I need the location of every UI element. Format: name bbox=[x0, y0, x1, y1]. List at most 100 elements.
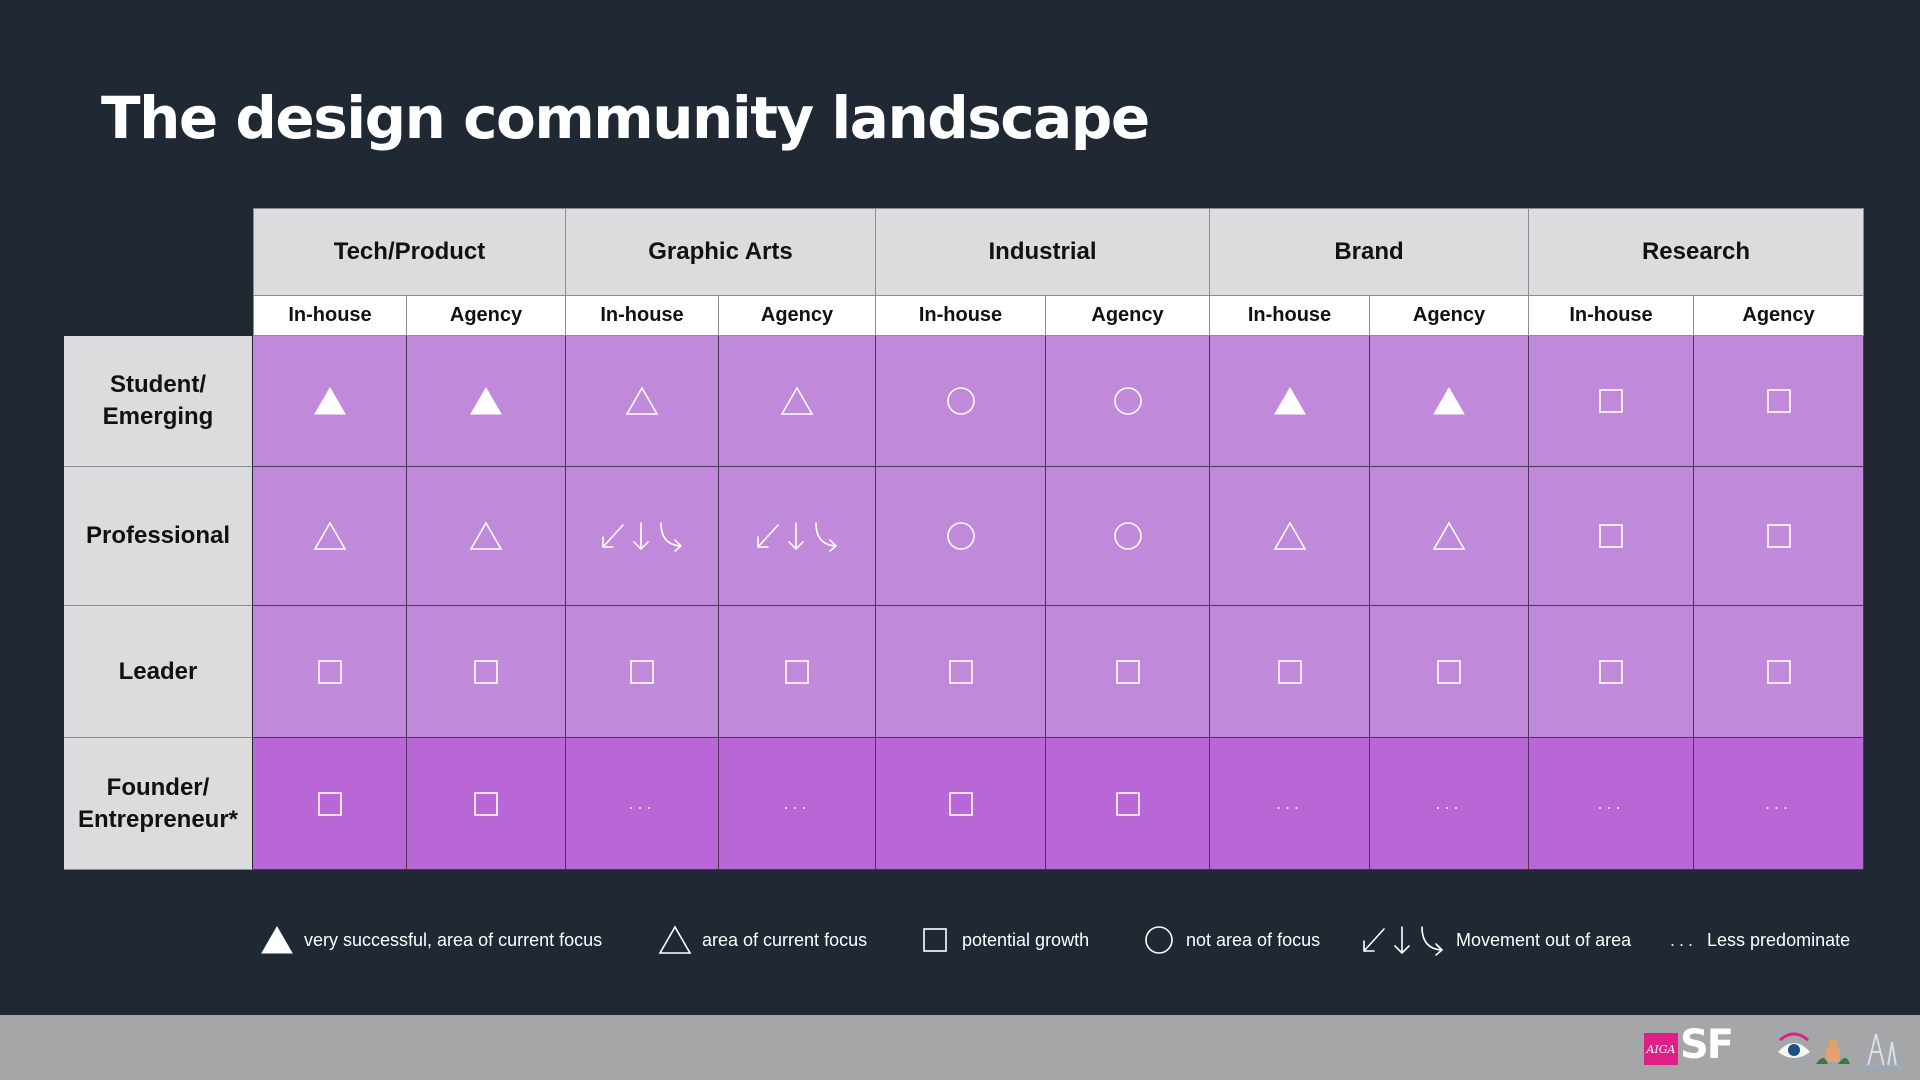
legend-item: very successful, area of current focus bbox=[260, 922, 602, 958]
square-icon bbox=[1599, 389, 1623, 413]
circle-icon bbox=[1145, 926, 1173, 954]
table-cell bbox=[253, 467, 407, 606]
outline-triangle-icon bbox=[780, 386, 814, 415]
subcolumn-header: In-house bbox=[1529, 296, 1694, 336]
square-icon bbox=[923, 928, 947, 952]
square-icon bbox=[1115, 659, 1140, 684]
row-header-line: Entrepreneur* bbox=[77, 805, 239, 833]
sf-logo: SF bbox=[1680, 1022, 1734, 1068]
table-cell bbox=[719, 606, 876, 738]
circle-icon bbox=[1113, 522, 1142, 550]
legend-item: Movement out of area bbox=[1360, 922, 1631, 958]
subcolumn-header: In-house bbox=[1210, 296, 1370, 336]
table-cell: ... bbox=[1370, 738, 1529, 870]
outline-triangle-icon bbox=[469, 521, 503, 550]
solid-triangle-icon bbox=[470, 386, 502, 415]
column-group-header: Graphic Arts bbox=[566, 208, 876, 296]
outline-triangle-icon bbox=[658, 925, 692, 954]
table-cell bbox=[407, 467, 566, 606]
subcolumn-header: In-house bbox=[253, 296, 407, 336]
square-icon bbox=[317, 659, 342, 684]
square-icon bbox=[785, 659, 809, 684]
table-cell: ... bbox=[1210, 738, 1370, 870]
column-group-header: Industrial bbox=[876, 208, 1210, 296]
column-group-header: Research bbox=[1529, 208, 1864, 296]
table-cell bbox=[1210, 467, 1370, 606]
legend-label: not area of focus bbox=[1186, 929, 1321, 950]
movement-arrows-icon bbox=[602, 522, 683, 552]
legend-label: Movement out of area bbox=[1456, 929, 1632, 950]
dots-icon: ... bbox=[1764, 793, 1792, 813]
row-header: Professional bbox=[64, 467, 253, 606]
square-icon bbox=[1766, 659, 1791, 684]
table-cell bbox=[1529, 467, 1694, 606]
subcolumn-header: Agency bbox=[1694, 296, 1864, 336]
solid-triangle-icon bbox=[1273, 386, 1306, 415]
table-cell bbox=[1046, 336, 1210, 467]
table-corner bbox=[64, 208, 253, 336]
legend-item: not area of focus bbox=[1142, 922, 1320, 958]
table-cell bbox=[1694, 467, 1864, 606]
square-icon bbox=[1599, 524, 1623, 548]
subcolumn-header: Agency bbox=[1370, 296, 1529, 336]
row-header-line: Emerging bbox=[102, 403, 214, 430]
partner-logos-icon bbox=[1778, 1032, 1902, 1067]
subcolumn-header: Agency bbox=[719, 296, 876, 336]
square-icon bbox=[1115, 791, 1140, 816]
table-cell bbox=[253, 336, 407, 467]
dots-icon: ... bbox=[628, 793, 656, 813]
circle-icon bbox=[946, 387, 975, 415]
circle-icon bbox=[946, 522, 975, 550]
row-header-line: Student/ bbox=[110, 371, 206, 398]
table-cell bbox=[1529, 336, 1694, 467]
solid-triangle-icon bbox=[313, 386, 346, 415]
table-cell bbox=[407, 336, 566, 467]
table-cell: ... bbox=[566, 738, 719, 870]
table-cell bbox=[876, 467, 1046, 606]
dots-icon: ... bbox=[1275, 793, 1303, 813]
square-icon bbox=[948, 791, 973, 816]
row-header: Leader bbox=[64, 606, 253, 738]
solid-triangle-icon bbox=[261, 925, 293, 954]
subcolumn-header: In-house bbox=[566, 296, 719, 336]
table-cell: ... bbox=[1529, 738, 1694, 870]
table-cell: ... bbox=[719, 738, 876, 870]
outline-triangle-icon bbox=[313, 521, 346, 550]
dots-icon: ... bbox=[1597, 793, 1625, 813]
table-cell bbox=[1046, 606, 1210, 738]
subcolumn-header: In-house bbox=[876, 296, 1046, 336]
table-cell bbox=[566, 606, 719, 738]
subcolumn-header: Agency bbox=[407, 296, 566, 336]
landscape-table: Tech/Product Graphic Arts Industrial Brand R… bbox=[64, 208, 1864, 870]
row-header-line: Leader bbox=[118, 657, 198, 685]
row-header-line: Professional bbox=[85, 522, 231, 549]
table-cell bbox=[1210, 606, 1370, 738]
square-icon bbox=[630, 659, 654, 684]
movement-arrows-icon bbox=[757, 522, 838, 552]
page-title: The design community landscape bbox=[101, 84, 1150, 152]
outline-triangle-icon bbox=[625, 386, 659, 415]
table-cell bbox=[253, 606, 407, 738]
column-group-header: Brand bbox=[1210, 208, 1529, 296]
square-icon bbox=[1766, 389, 1791, 413]
dots-icon: ... bbox=[1435, 793, 1463, 813]
circle-icon bbox=[1113, 387, 1142, 415]
square-icon bbox=[474, 659, 498, 684]
table-cell bbox=[719, 467, 876, 606]
movement-arrows-icon bbox=[1363, 926, 1444, 956]
square-icon bbox=[1599, 659, 1623, 684]
table-cell bbox=[1370, 467, 1529, 606]
dots-icon: ... bbox=[1670, 929, 1698, 950]
legend-item: ... Less predominate bbox=[1670, 922, 1850, 958]
table-cell bbox=[1694, 336, 1864, 467]
aiga-logo: AIGA bbox=[1644, 1033, 1678, 1065]
row-header: Student/Emerging bbox=[64, 336, 253, 467]
legend-label: very successful, area of current focus bbox=[304, 929, 603, 950]
legend-label: Less predominate bbox=[1707, 929, 1851, 950]
table-cell bbox=[566, 467, 719, 606]
square-icon bbox=[1437, 659, 1461, 684]
outline-triangle-icon bbox=[1432, 521, 1466, 550]
legend-item: potential growth bbox=[918, 922, 1089, 958]
table-cell bbox=[1210, 336, 1370, 467]
table-cell bbox=[1370, 606, 1529, 738]
